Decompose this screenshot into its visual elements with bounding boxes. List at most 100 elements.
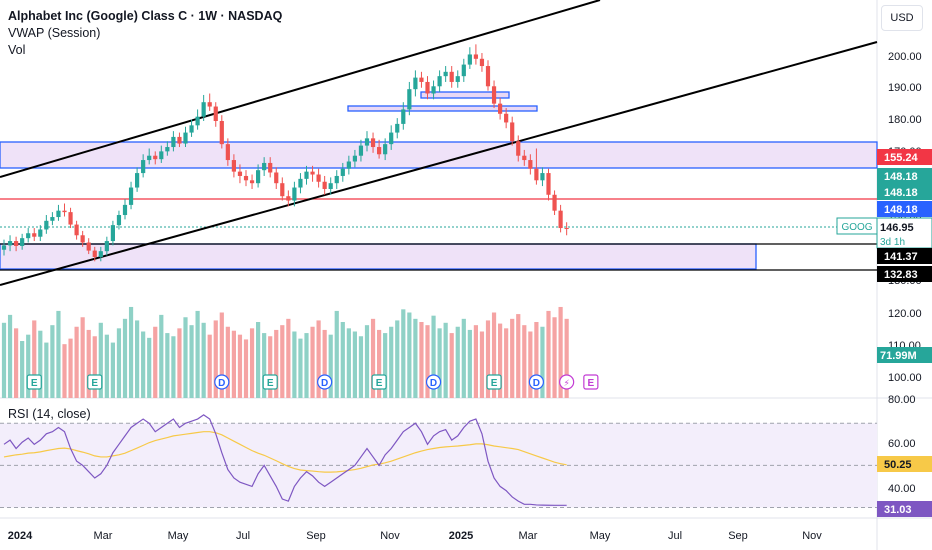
volume-bar[interactable] <box>389 326 394 398</box>
volume-bar[interactable] <box>401 309 406 398</box>
volume-bar[interactable] <box>534 322 539 398</box>
volume-bar[interactable] <box>62 344 67 398</box>
volume-bar[interactable] <box>207 334 212 398</box>
rsi-line[interactable] <box>3 414 567 506</box>
candle[interactable] <box>340 168 345 176</box>
volume-bar[interactable] <box>419 322 424 398</box>
volume-bar[interactable] <box>153 326 158 398</box>
candle[interactable] <box>110 225 115 242</box>
candle[interactable] <box>292 187 297 201</box>
candle[interactable] <box>461 64 466 77</box>
candle[interactable] <box>395 123 400 133</box>
candle[interactable] <box>407 89 412 110</box>
candle[interactable] <box>558 210 563 229</box>
candle[interactable] <box>431 86 436 94</box>
volume-bar[interactable] <box>443 322 448 398</box>
volume-bar[interactable] <box>50 325 55 398</box>
volume-bar[interactable] <box>104 334 109 398</box>
candle[interactable] <box>104 241 109 252</box>
candle[interactable] <box>128 187 134 205</box>
channel-lower-line[interactable] <box>0 41 878 286</box>
candle[interactable] <box>195 116 200 126</box>
volume-bar[interactable] <box>558 306 563 398</box>
volume-bar[interactable] <box>292 331 297 399</box>
volume-bar[interactable] <box>461 318 466 398</box>
earnings-marker[interactable] <box>26 374 42 390</box>
candle[interactable] <box>467 54 472 65</box>
candle[interactable] <box>201 102 206 117</box>
candle[interactable] <box>564 228 569 230</box>
volume-bar[interactable] <box>274 329 279 398</box>
volume-bar[interactable] <box>498 323 503 398</box>
dividend-marker[interactable] <box>317 374 333 390</box>
volume-bar[interactable] <box>92 336 97 398</box>
candle[interactable] <box>219 121 224 145</box>
candle[interactable] <box>443 71 448 77</box>
candle[interactable] <box>280 183 285 197</box>
volume-bar[interactable] <box>504 328 509 398</box>
volume-bar[interactable] <box>546 310 551 398</box>
volume-bar[interactable] <box>56 310 61 398</box>
volume-bar[interactable] <box>1 322 7 398</box>
volume-bar[interactable] <box>298 338 303 398</box>
candle[interactable] <box>425 81 430 94</box>
candle[interactable] <box>419 77 424 82</box>
candle[interactable] <box>377 147 382 155</box>
volume-bar[interactable] <box>135 320 140 398</box>
volume-bar[interactable] <box>413 318 418 398</box>
peak-zone-upper[interactable] <box>420 91 510 99</box>
volume-bar[interactable] <box>20 341 25 398</box>
volume-bar[interactable] <box>201 322 206 398</box>
candle[interactable] <box>516 141 521 156</box>
volume-bar[interactable] <box>80 317 85 398</box>
volume-bar[interactable] <box>26 334 31 398</box>
candle[interactable] <box>358 145 364 156</box>
dividend-marker[interactable] <box>528 374 545 390</box>
earnings-marker[interactable] <box>371 374 387 390</box>
candle[interactable] <box>383 144 388 155</box>
volume-bar[interactable] <box>467 329 472 398</box>
rsi-indicator-label[interactable]: RSI (14, close) <box>8 407 91 421</box>
vwap-indicator-label[interactable]: VWAP (Session) <box>8 26 101 40</box>
split-marker[interactable] <box>559 374 575 390</box>
volume-bar[interactable] <box>128 306 134 398</box>
volume-bar[interactable] <box>540 326 545 398</box>
volume-bar[interactable] <box>147 337 152 398</box>
volume-bar[interactable] <box>516 314 521 398</box>
volume-bar[interactable] <box>310 326 315 398</box>
volume-bar[interactable] <box>225 326 230 398</box>
candle[interactable] <box>322 181 327 189</box>
candle[interactable] <box>534 168 539 181</box>
candle[interactable] <box>26 233 31 239</box>
candle[interactable] <box>74 224 79 236</box>
candle[interactable] <box>540 173 545 181</box>
candle[interactable] <box>177 136 182 144</box>
volume-bar[interactable] <box>68 338 73 398</box>
volume-bar[interactable] <box>522 325 527 398</box>
candle[interactable] <box>56 210 61 218</box>
candle[interactable] <box>80 235 85 243</box>
volume-bar[interactable] <box>231 330 236 398</box>
candle[interactable] <box>389 132 394 145</box>
candle[interactable] <box>522 155 527 161</box>
volume-bar[interactable] <box>219 312 224 399</box>
volume-bar[interactable] <box>485 320 491 398</box>
candle[interactable] <box>44 220 49 230</box>
volume-bar[interactable] <box>564 318 569 398</box>
candle[interactable] <box>153 155 158 160</box>
volume-bar[interactable] <box>189 325 194 398</box>
candle[interactable] <box>20 238 25 246</box>
volume-bar[interactable] <box>268 336 273 398</box>
candle[interactable] <box>256 170 261 184</box>
candle[interactable] <box>528 160 533 169</box>
candle[interactable] <box>116 215 122 226</box>
volume-bar[interactable] <box>352 331 357 399</box>
currency-button[interactable]: USD <box>881 5 923 31</box>
candle[interactable] <box>413 77 418 90</box>
candle[interactable] <box>262 162 267 171</box>
candle[interactable] <box>268 162 273 173</box>
volume-bar[interactable] <box>364 325 370 398</box>
support-zone[interactable] <box>0 243 757 270</box>
volume-bar[interactable] <box>165 333 170 398</box>
volume-bar[interactable] <box>256 322 261 398</box>
